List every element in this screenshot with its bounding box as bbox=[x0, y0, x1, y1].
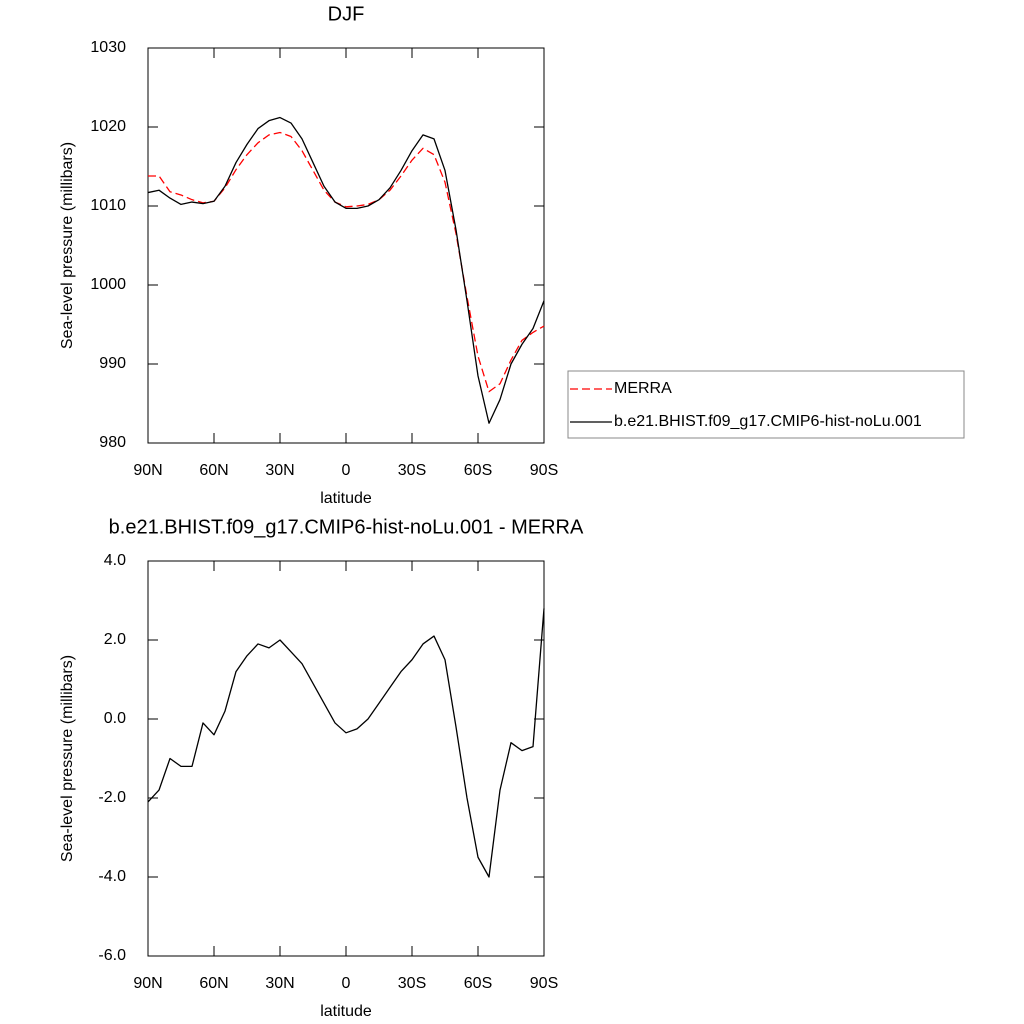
x-tick-label: 60N bbox=[199, 462, 228, 479]
y-tick-label: 4.0 bbox=[104, 552, 126, 569]
y-tick-label: 1020 bbox=[90, 118, 126, 135]
y-tick-label: 1000 bbox=[90, 276, 126, 293]
x-tick-label: 30N bbox=[265, 975, 294, 992]
x-tick-label: 90N bbox=[133, 975, 162, 992]
x-tick-label: 60S bbox=[464, 462, 492, 479]
y-tick-label: -2.0 bbox=[98, 789, 126, 806]
y-axis-label: Sea-level pressure (millibars) bbox=[59, 655, 76, 862]
legend-label: MERRA bbox=[614, 380, 672, 397]
x-tick-label: 30N bbox=[265, 462, 294, 479]
plot-frame bbox=[147, 47, 545, 444]
data-line bbox=[147, 608, 545, 878]
y-axis-label: Sea-level pressure (millibars) bbox=[59, 142, 76, 349]
y-tick-label: 1010 bbox=[90, 197, 126, 214]
x-axis-label: latitude bbox=[320, 490, 372, 507]
data-line bbox=[148, 131, 545, 393]
x-axis-label: latitude bbox=[320, 1003, 372, 1020]
x-tick-label: 60S bbox=[464, 975, 492, 992]
x-tick-label: 90N bbox=[133, 462, 162, 479]
plot-frame bbox=[147, 560, 545, 957]
y-tick-label: 980 bbox=[99, 434, 126, 451]
x-tick-label: 90S bbox=[530, 462, 558, 479]
y-tick-label: 2.0 bbox=[104, 631, 126, 648]
legend-box bbox=[567, 370, 965, 439]
data-line bbox=[147, 116, 545, 424]
x-tick-label: 30S bbox=[398, 462, 426, 479]
legend-label: b.e21.BHIST.f09_g17.CMIP6-hist-noLu.001 bbox=[614, 413, 922, 430]
x-tick-label: 60N bbox=[199, 975, 228, 992]
y-tick-label: -6.0 bbox=[98, 947, 126, 964]
x-tick-label: 0 bbox=[342, 462, 351, 479]
y-tick-label: -4.0 bbox=[98, 868, 126, 885]
x-tick-label: 30S bbox=[398, 975, 426, 992]
y-tick-label: 990 bbox=[99, 355, 126, 372]
y-tick-label: 1030 bbox=[90, 39, 126, 56]
x-tick-label: 0 bbox=[342, 975, 351, 992]
chart-title: b.e21.BHIST.f09_g17.CMIP6-hist-noLu.001 … bbox=[109, 516, 584, 538]
y-tick-label: 0.0 bbox=[104, 710, 126, 727]
x-tick-label: 90S bbox=[530, 975, 558, 992]
chart-title: DJF bbox=[328, 3, 365, 25]
